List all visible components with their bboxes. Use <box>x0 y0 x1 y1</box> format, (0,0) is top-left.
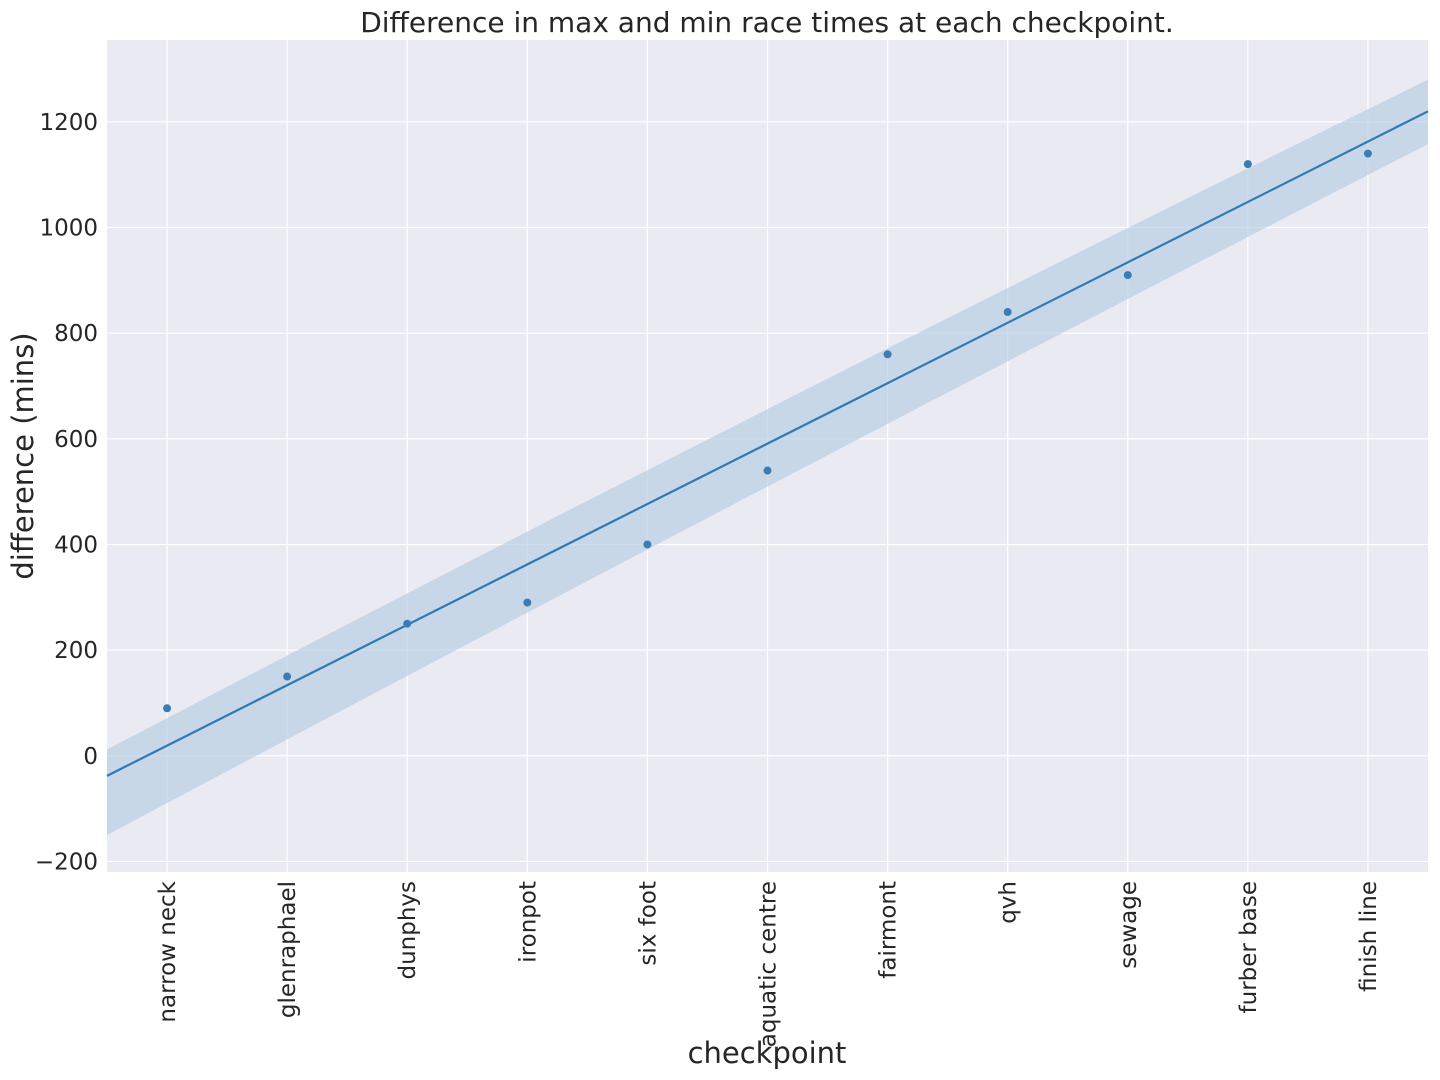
data-point <box>1003 308 1012 317</box>
data-point <box>883 350 892 359</box>
x-tick-label: aquatic centre <box>756 881 782 1047</box>
x-tick-label: narrow neck <box>155 880 181 1022</box>
x-tick-labels: narrow neck glenraphael dunphys ironpot six … <box>155 880 1382 1047</box>
data-point <box>1123 271 1132 280</box>
data-point <box>643 540 652 549</box>
data-points <box>163 149 1372 713</box>
data-point <box>1363 149 1372 158</box>
regression-line <box>106 110 1429 777</box>
regression-line-path <box>106 110 1429 777</box>
y-tick-label: 600 <box>54 427 98 453</box>
x-tick-label: glenraphael <box>275 881 301 1018</box>
data-point <box>283 672 292 681</box>
x-tick-label: ironpot <box>515 881 541 963</box>
data-point <box>163 704 172 713</box>
y-axis-label: difference (mins) <box>6 332 40 579</box>
x-tick-label: dunphys <box>395 881 421 980</box>
data-point <box>763 466 772 475</box>
data-point <box>1243 160 1252 169</box>
data-point <box>523 598 532 607</box>
y-tick-label: 1200 <box>39 110 98 136</box>
x-tick-label: finish line <box>1356 881 1382 992</box>
x-tick-label: fairmont <box>876 881 902 979</box>
x-tick-label: sewage <box>1116 881 1142 969</box>
y-tick-label: 1000 <box>39 216 98 242</box>
y-tick-label: −200 <box>35 849 98 875</box>
y-tick-label: 800 <box>54 321 98 347</box>
confidence-band-area <box>107 79 1428 836</box>
y-tick-label: 200 <box>54 638 98 664</box>
chart-title: Difference in max and min race times at … <box>360 6 1174 39</box>
confidence-band <box>107 79 1428 836</box>
x-axis-label: checkpoint <box>688 1036 847 1070</box>
x-tick-label: six foot <box>635 881 661 966</box>
x-tick-label: furber base <box>1236 881 1262 1013</box>
y-tick-label: 0 <box>83 744 98 770</box>
y-tick-label: 400 <box>54 532 98 558</box>
x-tick-label: qvh <box>996 881 1022 924</box>
data-point <box>403 619 412 628</box>
y-tick-labels: −200 0 200 400 600 800 1000 1200 <box>35 110 98 876</box>
